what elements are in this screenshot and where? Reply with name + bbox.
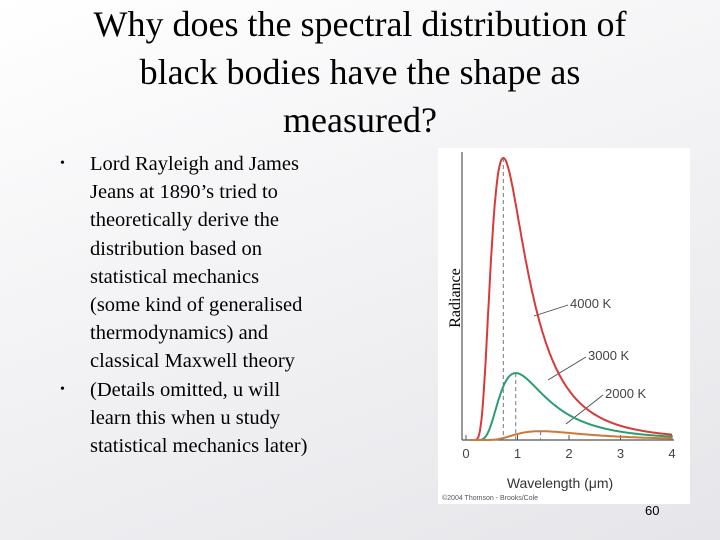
figure: Radiance Wavelength (μm) 4000 K 3000 K 2… [438,148,690,504]
pointer [533,304,569,317]
x-tick-label: 2 [565,446,572,461]
bullet-line: classical Maxwell theory [90,350,295,373]
bullet-line: statistical mechanics later) [90,435,308,457]
bullet-line: (Details omitted, u will [90,378,281,401]
bullet-line: learn this when u study [90,406,281,429]
title-line: Why does the spectral distribution of [93,4,627,44]
x-tick-label: 4 [668,446,675,461]
credit: ©2004 Thomson - Brooks/Cole [442,494,538,502]
curve-label: 3000 K [588,348,630,363]
title-line: black bodies have the shape as [139,52,581,92]
pointer [547,356,587,381]
x-tick-label: 0 [462,446,469,461]
curve [470,372,672,441]
bullet-line: (some kind of generalised [90,294,303,316]
bullet-dot: • [60,381,65,397]
x-axis-label: Wavelength (μm) [507,475,613,491]
curve-label: 4000 K [570,296,612,311]
x-tick-label: 3 [617,446,624,461]
curve [470,430,672,441]
figure-bg [438,148,690,504]
title-line: measured? [283,100,437,140]
bullet-line: Lord Rayleigh and James [90,153,299,175]
pointer [565,394,604,425]
bullet-line: distribution based on [90,237,262,260]
bullet-line: statistical mechanics [90,265,260,288]
page-number: 60 [645,503,660,518]
bullet-line: theoretically derive the [90,209,279,232]
y-axis-label: Radiance [447,268,464,328]
bullet-dot: • [60,156,65,171]
bullet-line: thermodynamics) and [90,322,269,345]
bullet-line: Jeans at 1890’s tried to [90,181,278,204]
curve-label: 2000 K [605,386,647,401]
x-tick-label: 1 [514,446,521,461]
